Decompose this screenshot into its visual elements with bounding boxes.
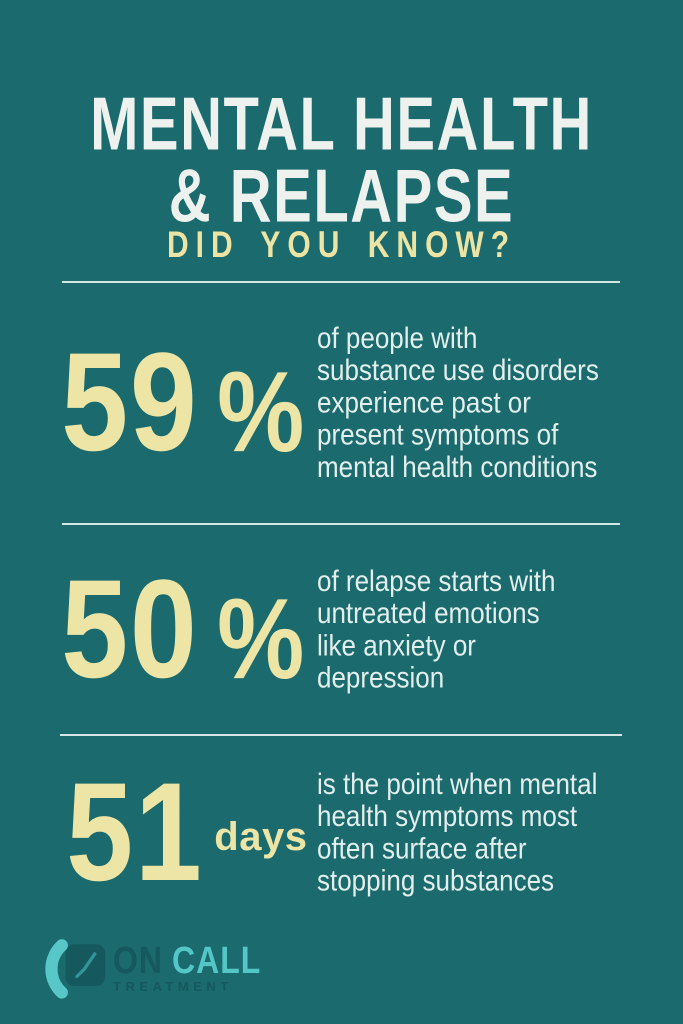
logo-word-on: ON	[113, 937, 163, 982]
stat-number-text: 59	[61, 323, 199, 480]
logo-word-call: CALL	[172, 937, 262, 982]
stat-description: of relapse starts with untreated emotion…	[317, 562, 556, 695]
stat-value-50: 50 %	[45, 549, 317, 707]
phone-handset	[45, 939, 68, 999]
stat-unit-percent: %	[217, 575, 305, 703]
subtitle-did-you-know: DID YOU KNOW?	[166, 224, 517, 266]
stat-number-text: 50	[61, 549, 199, 707]
stat-row-50-percent: 50 % of relapse starts with untreated em…	[45, 525, 645, 732]
divider-middle	[62, 523, 620, 525]
stat-value-51: 51 days	[45, 762, 317, 902]
stat-row-51-days: 51 days is the point when mental health …	[45, 736, 645, 928]
logo-text: ON CALL TREATMENT	[113, 940, 261, 994]
on-call-treatment-logo: ON CALL TREATMENT	[42, 936, 261, 1000]
title-line-1: MENTAL HEALTH	[90, 81, 593, 167]
logo-tagline-treatment: TREATMENT	[113, 978, 233, 994]
stat-unit-percent: %	[217, 349, 305, 476]
title-line-2: & RELAPSE	[168, 153, 515, 239]
stat-number-text: 51	[65, 753, 204, 910]
stat-unit-days: days	[214, 815, 308, 859]
stat-row-59-percent: 59 % of people with substance use disord…	[45, 283, 645, 521]
divider-bottom	[60, 734, 622, 736]
stat-description: of people with substance use disorders e…	[317, 320, 599, 484]
stat-value-59: 59 %	[45, 332, 317, 472]
logo-name: ON CALL	[113, 940, 261, 978]
stat-description: is the point when mental health symptoms…	[317, 766, 598, 898]
phone-clock-icon	[45, 939, 106, 999]
divider-top	[62, 281, 620, 283]
clock-hands	[75, 952, 97, 979]
